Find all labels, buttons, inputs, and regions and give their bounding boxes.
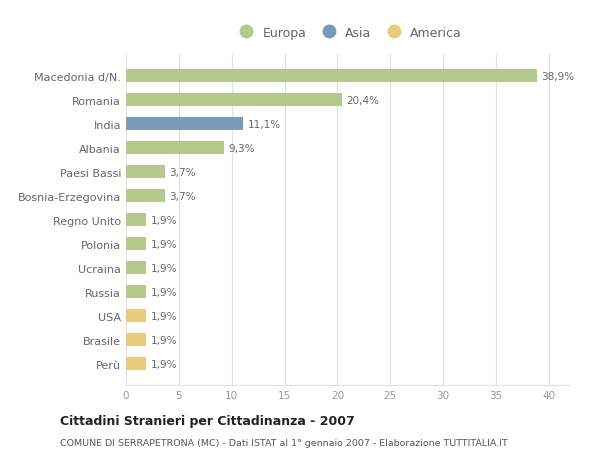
Bar — [126, 333, 146, 347]
Bar — [126, 142, 224, 155]
Text: 1,9%: 1,9% — [151, 359, 177, 369]
Bar — [126, 70, 537, 83]
Text: 1,9%: 1,9% — [151, 311, 177, 321]
Text: 1,9%: 1,9% — [151, 335, 177, 345]
Text: 1,9%: 1,9% — [151, 263, 177, 273]
Text: COMUNE DI SERRAPETRONA (MC) - Dati ISTAT al 1° gennaio 2007 - Elaborazione TUTTI: COMUNE DI SERRAPETRONA (MC) - Dati ISTAT… — [60, 438, 508, 447]
Bar — [126, 166, 165, 179]
Bar — [126, 118, 244, 131]
Bar — [126, 358, 146, 370]
Text: 1,9%: 1,9% — [151, 239, 177, 249]
Bar — [126, 190, 165, 203]
Text: 1,9%: 1,9% — [151, 287, 177, 297]
Bar — [126, 238, 146, 251]
Text: 9,3%: 9,3% — [229, 144, 255, 153]
Bar — [126, 214, 146, 227]
Bar — [126, 262, 146, 275]
Legend: Europa, Asia, America: Europa, Asia, America — [229, 22, 467, 45]
Text: Cittadini Stranieri per Cittadinanza - 2007: Cittadini Stranieri per Cittadinanza - 2… — [60, 414, 355, 428]
Bar — [126, 94, 341, 107]
Text: 3,7%: 3,7% — [169, 191, 196, 202]
Bar — [126, 285, 146, 299]
Text: 3,7%: 3,7% — [169, 168, 196, 178]
Bar — [126, 309, 146, 323]
Text: 38,9%: 38,9% — [541, 72, 575, 82]
Text: 20,4%: 20,4% — [346, 95, 379, 106]
Text: 1,9%: 1,9% — [151, 215, 177, 225]
Text: 11,1%: 11,1% — [248, 120, 281, 129]
